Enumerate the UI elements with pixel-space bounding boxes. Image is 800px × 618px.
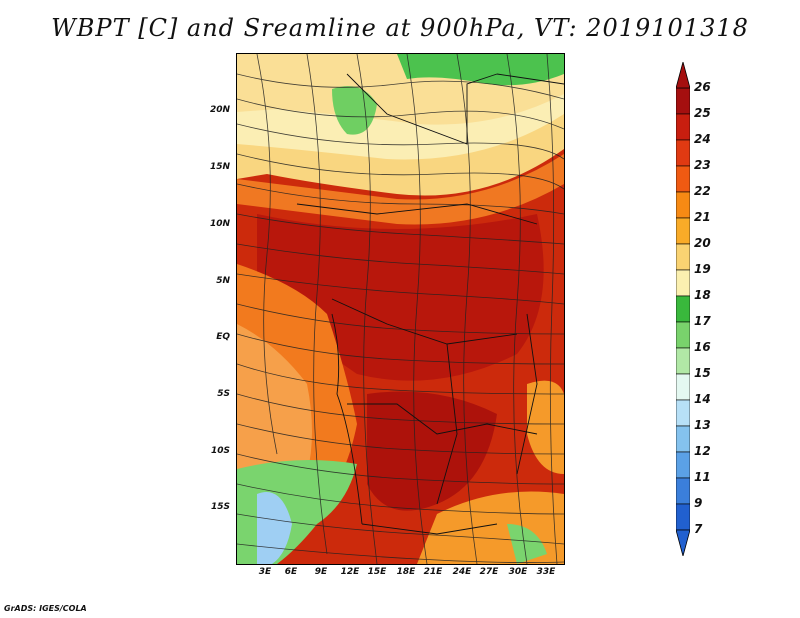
lat-label-5n: 5N — [216, 276, 230, 286]
lon-label-6e: 6E — [284, 567, 298, 577]
lon-label-21e: 21E — [423, 567, 443, 577]
credit-text: GrADS: IGES/COLA — [4, 604, 87, 613]
lon-label-9e: 9E — [314, 567, 328, 577]
colorbar-label: 25 — [694, 106, 711, 120]
colorbar-label: 13 — [694, 418, 711, 432]
colorbar-segment — [676, 139, 690, 167]
map-title: WBPT [C] and Sreamline at 900hPa, VT: 20… — [51, 14, 749, 42]
colorbar-label: 17 — [694, 314, 711, 328]
lat-label-10s: 10S — [210, 446, 230, 456]
colorbar-top-arrow — [676, 62, 690, 89]
colorbar-label: 12 — [694, 444, 711, 458]
colorbar-label: 21 — [694, 210, 711, 224]
colorbar-bottom-arrow — [676, 529, 690, 556]
lat-label-10n: 10N — [209, 219, 230, 229]
colorbar-label: 11 — [694, 470, 711, 484]
colorbar-label: 26 — [694, 80, 711, 94]
colorbar-segment — [676, 477, 690, 505]
colorbar — [676, 62, 690, 556]
colorbar-label: 7 — [694, 522, 703, 536]
colorbar-segment — [676, 399, 690, 427]
lon-label-33e: 33E — [536, 567, 556, 577]
colorbar-label: 22 — [694, 184, 711, 198]
map-plot — [236, 53, 565, 565]
lat-label-20n: 20N — [209, 105, 230, 115]
colorbar-segment — [676, 217, 690, 245]
colorbar-segment — [676, 295, 690, 323]
lon-label-18e: 18E — [396, 567, 416, 577]
colorbar-segment — [676, 425, 690, 453]
lon-label-15e: 15E — [367, 567, 387, 577]
lon-label-3e: 3E — [258, 567, 272, 577]
colorbar-segment — [676, 321, 690, 349]
wbpt-field — [237, 54, 564, 564]
lat-label-eq: EQ — [216, 332, 230, 342]
colorbar-label: 20 — [694, 236, 711, 250]
colorbar-segment — [676, 269, 690, 297]
colorbar-label: 19 — [694, 262, 711, 276]
colorbar-segment — [676, 451, 690, 479]
colorbar-label: 24 — [694, 132, 711, 146]
colorbar-label: 15 — [694, 366, 711, 380]
lon-label-24e: 24E — [452, 567, 472, 577]
colorbar-segment — [676, 373, 690, 401]
lon-label-30e: 30E — [508, 567, 528, 577]
colorbar-segment — [676, 165, 690, 193]
colorbar-label: 16 — [694, 340, 711, 354]
colorbar-label: 18 — [694, 288, 711, 302]
colorbar-label: 14 — [694, 392, 711, 406]
lat-label-15n: 15N — [209, 162, 230, 172]
colorbar-segment — [676, 113, 690, 141]
lat-label-5s: 5S — [217, 389, 230, 399]
colorbar-segment — [676, 87, 690, 115]
lon-label-12e: 12E — [340, 567, 360, 577]
colorbar-segment — [676, 503, 690, 531]
colorbar-segment — [676, 347, 690, 375]
lat-label-15s: 15S — [210, 502, 230, 512]
lon-label-27e: 27E — [479, 567, 499, 577]
colorbar-label: 9 — [694, 496, 703, 510]
colorbar-segment — [676, 191, 690, 219]
colorbar-label: 23 — [694, 158, 711, 172]
colorbar-segment — [676, 243, 690, 271]
